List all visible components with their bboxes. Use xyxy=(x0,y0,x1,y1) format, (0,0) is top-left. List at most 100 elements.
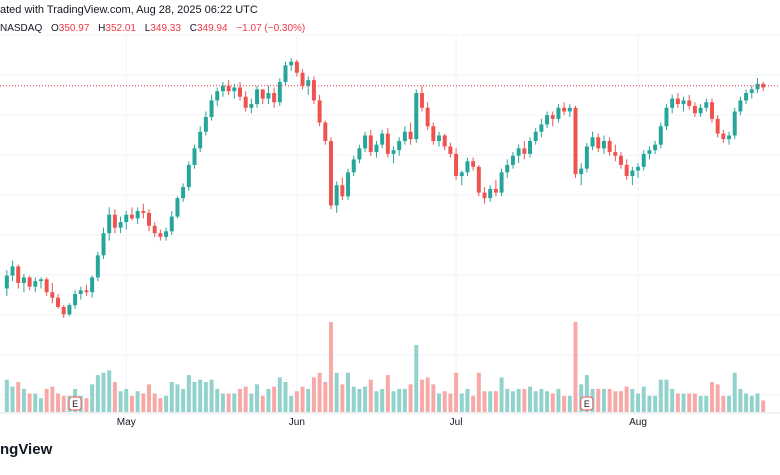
candle-body xyxy=(476,166,481,193)
volume-bar xyxy=(613,391,618,412)
volume-bar xyxy=(129,395,134,412)
candle-body xyxy=(232,87,237,92)
volume-bar xyxy=(289,395,294,412)
volume-bar xyxy=(721,395,726,412)
event-markers: EE⚡ xyxy=(68,396,594,411)
earnings-badge-label: E xyxy=(584,399,590,409)
candle-body xyxy=(198,131,203,149)
volume-bar xyxy=(124,388,129,412)
candle-body xyxy=(27,277,32,287)
candle-body xyxy=(636,166,641,171)
candle-body xyxy=(192,148,197,165)
candle-body xyxy=(277,81,282,103)
candle-body xyxy=(755,83,760,90)
volume-bar xyxy=(715,384,720,412)
low-key: L xyxy=(144,23,151,34)
candle-body xyxy=(533,131,538,141)
candle-body xyxy=(38,279,43,282)
volume-bar xyxy=(192,382,197,412)
time-axis-label: Jul xyxy=(450,417,463,428)
candle-body xyxy=(522,148,527,154)
candle-body xyxy=(78,290,83,295)
candle-body xyxy=(152,225,157,234)
candle-body xyxy=(255,89,260,105)
candle-body xyxy=(209,100,214,118)
volume-bar xyxy=(317,372,322,412)
candle-body xyxy=(186,164,191,188)
candle-body xyxy=(311,80,316,101)
volume-bar xyxy=(704,395,709,412)
time-axis-label: May xyxy=(117,417,136,428)
candle-body xyxy=(709,102,714,119)
volume-bar xyxy=(186,375,191,412)
candle-body xyxy=(698,107,703,114)
volume-bar xyxy=(397,388,402,412)
candle-body xyxy=(385,133,390,154)
volume-bar xyxy=(744,393,749,412)
candle-body xyxy=(567,107,572,112)
candle-body xyxy=(601,140,606,149)
volume-bar xyxy=(624,386,629,412)
volume-bar xyxy=(380,388,385,412)
volume-bar xyxy=(556,388,561,412)
candle-body xyxy=(215,91,220,101)
volume-bar xyxy=(687,393,692,412)
candle-body xyxy=(112,214,117,228)
volume-bar xyxy=(198,379,203,412)
volume-bar xyxy=(761,400,766,412)
volume-bar xyxy=(465,388,470,412)
tradingview-logo[interactable]: ngView xyxy=(0,441,53,458)
volume-bar xyxy=(346,372,351,412)
candle-body xyxy=(374,144,379,153)
candle-body xyxy=(437,135,442,141)
candle-body xyxy=(368,135,373,153)
volume-bar xyxy=(61,395,66,412)
volume-bar xyxy=(459,393,464,412)
volume-bar xyxy=(27,393,32,412)
candle-body xyxy=(33,281,38,287)
time-axis-label: Aug xyxy=(629,417,647,428)
volume-bar xyxy=(21,388,26,412)
volume-bar xyxy=(38,398,43,412)
volume-bar xyxy=(533,391,538,412)
volume-bar xyxy=(112,382,117,412)
candle-body xyxy=(289,61,294,66)
volume-bar xyxy=(238,388,242,412)
volume-bar xyxy=(340,384,345,412)
volume-bar xyxy=(118,391,123,412)
candle-body xyxy=(203,117,208,132)
earnings-badge xyxy=(68,396,82,411)
volume-bar xyxy=(601,388,606,412)
volume-bar xyxy=(311,377,316,412)
volume-bar xyxy=(425,377,430,412)
candle-body xyxy=(482,192,487,199)
candle-body xyxy=(50,292,55,298)
volume-bar xyxy=(164,395,169,412)
candle-body xyxy=(630,170,635,177)
volume-bar xyxy=(573,322,578,412)
volume-bar xyxy=(692,393,697,412)
candlesticks xyxy=(4,58,766,318)
earnings-badge xyxy=(580,396,594,411)
volume-bar xyxy=(283,382,288,412)
candle-body xyxy=(721,133,726,140)
candle-body xyxy=(761,83,766,88)
candle-body xyxy=(624,164,629,177)
volume-bar xyxy=(90,384,95,412)
volume-bar xyxy=(243,386,248,412)
volume-bar xyxy=(249,393,254,412)
candle-body xyxy=(363,135,368,149)
candle-body xyxy=(459,172,464,177)
volume-bar xyxy=(653,395,658,412)
candle-body xyxy=(704,102,709,108)
volume-bar xyxy=(584,375,589,412)
candle-body xyxy=(380,133,385,145)
volume-bar xyxy=(448,393,453,412)
volume-bar xyxy=(328,322,333,412)
close-key: C xyxy=(189,23,197,34)
volume-bar xyxy=(334,372,339,412)
volume-bar xyxy=(670,388,675,412)
volume-bar xyxy=(391,391,396,412)
